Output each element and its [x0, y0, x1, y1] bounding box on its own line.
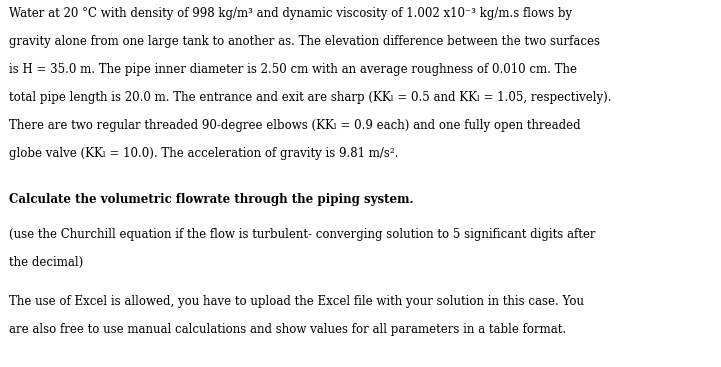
Text: is H = 35.0 m. The pipe inner diameter is 2.50 cm with an average roughness of 0: is H = 35.0 m. The pipe inner diameter i… — [9, 63, 577, 76]
Text: globe valve (KKₗ = 10.0). The acceleration of gravity is 9.81 m/s².: globe valve (KKₗ = 10.0). The accelerati… — [9, 147, 399, 160]
Text: Calculate the volumetric flowrate through the piping system.: Calculate the volumetric flowrate throug… — [9, 193, 414, 206]
Text: There are two regular threaded 90-degree elbows (KKₗ = 0.9 each) and one fully o: There are two regular threaded 90-degree… — [9, 119, 580, 132]
Text: The use of Excel is allowed, you have to upload the Excel file with your solutio: The use of Excel is allowed, you have to… — [9, 295, 584, 308]
Text: (use the Churchill equation if the flow is turbulent- converging solution to 5 s: (use the Churchill equation if the flow … — [9, 228, 596, 241]
Text: total pipe length is 20.0 m. The entrance and exit are sharp (KKₗ = 0.5 and KKₗ : total pipe length is 20.0 m. The entranc… — [9, 91, 611, 104]
Text: the decimal): the decimal) — [9, 256, 83, 269]
Text: gravity alone from one large tank to another as. The elevation difference betwee: gravity alone from one large tank to ano… — [9, 35, 600, 48]
Text: are also free to use manual calculations and show values for all parameters in a: are also free to use manual calculations… — [9, 323, 566, 336]
Text: Water at 20 °C with density of 998 kg/m³ and dynamic viscosity of 1.002 x10⁻³ kg: Water at 20 °C with density of 998 kg/m³… — [9, 7, 572, 20]
